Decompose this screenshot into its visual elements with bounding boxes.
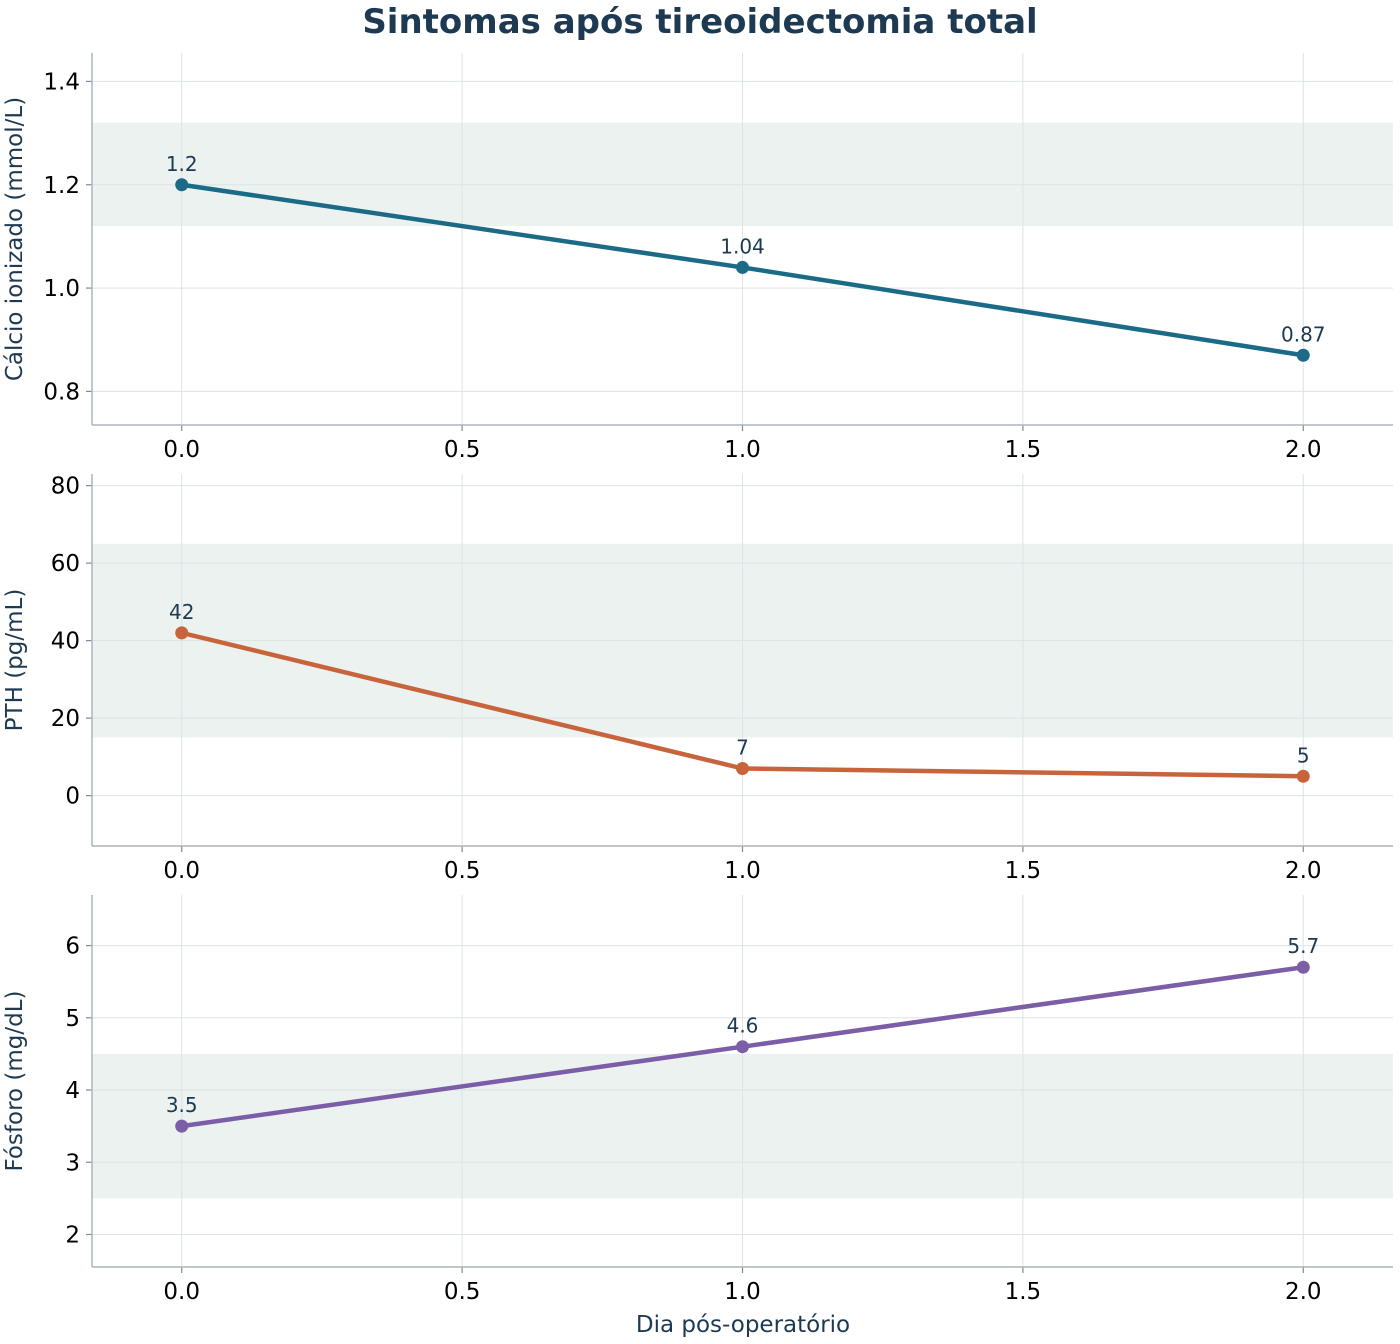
x-tick-label: 0.5 <box>444 437 481 463</box>
y-axis-label: Cálcio ionizado (mmol/L) <box>2 97 28 381</box>
x-axis-label: Dia pós-operatório <box>636 1312 850 1338</box>
x-tick-label: 0.0 <box>163 437 200 463</box>
y-tick-label: 40 <box>51 629 80 655</box>
y-tick-label: 5 <box>65 1006 80 1032</box>
y-tick-label: 1.4 <box>43 69 80 95</box>
y-tick-label: 1.2 <box>43 173 80 199</box>
data-label: 5.7 <box>1287 934 1319 958</box>
data-label: 4.6 <box>727 1014 759 1038</box>
y-tick-label: 4 <box>65 1078 80 1104</box>
x-tick-label: 2.0 <box>1285 1279 1322 1305</box>
panel-3: 0.0 0.5 1.0 1.5 2.0 2 3 4 5 6 Fósforo (mg/dL) 3.5 4.… <box>2 895 1393 1305</box>
y-tick-label: 80 <box>51 474 80 500</box>
data-label: 1.2 <box>166 152 198 176</box>
y-tick-label: 1.0 <box>43 276 80 302</box>
x-tick-label: 0.5 <box>444 858 481 884</box>
data-point <box>175 626 189 640</box>
data-point <box>736 260 749 274</box>
data-label: 7 <box>736 736 749 760</box>
y-tick-label: 60 <box>51 551 80 577</box>
y-tick-label: 2 <box>65 1222 80 1248</box>
x-tick-label: 1.5 <box>1005 437 1042 463</box>
y-tick-label: 20 <box>51 706 80 732</box>
data-point <box>736 762 749 775</box>
y-tick-label: 6 <box>65 934 80 960</box>
data-point <box>736 1040 749 1054</box>
data-point <box>175 178 189 192</box>
x-tick-label: 1.5 <box>1005 1279 1042 1305</box>
data-point <box>1296 960 1310 974</box>
chart-title: Sintomas após tireoidectomia total <box>362 2 1038 42</box>
x-tick-label: 1.0 <box>724 858 761 884</box>
x-tick-label: 2.0 <box>1285 437 1322 463</box>
y-axis-label: Fósforo (mg/dL) <box>2 990 28 1171</box>
x-tick-label: 1.5 <box>1005 858 1042 884</box>
x-tick-label: 0.5 <box>444 1279 481 1305</box>
x-tick-label: 0.0 <box>163 858 200 884</box>
x-tick-label: 1.0 <box>724 437 761 463</box>
y-tick-label: 3 <box>65 1150 80 1176</box>
data-label: 3.5 <box>166 1093 198 1117</box>
data-label: 1.04 <box>720 234 765 258</box>
panel-2: 0.0 0.5 1.0 1.5 2.0 0 20 40 60 80 PTH (pg/mL) 42 7 5 <box>2 474 1393 884</box>
y-tick-label: 0 <box>65 784 80 810</box>
data-label: 0.87 <box>1281 322 1326 346</box>
data-label: 42 <box>169 600 194 624</box>
x-tick-label: 1.0 <box>724 1279 761 1305</box>
y-axis-label: PTH (pg/mL) <box>2 589 28 732</box>
data-label: 5 <box>1297 743 1310 767</box>
data-point <box>1296 348 1310 362</box>
y-tick-label: 0.8 <box>43 379 80 405</box>
panel-1: 0.0 0.5 1.0 1.5 2.0 0.8 1.0 1.2 1.4 Cálcio ioniza… <box>2 53 1393 463</box>
x-tick-label: 2.0 <box>1285 858 1322 884</box>
x-tick-label: 0.0 <box>163 1279 200 1305</box>
data-point <box>1296 769 1310 783</box>
data-point <box>175 1119 189 1133</box>
